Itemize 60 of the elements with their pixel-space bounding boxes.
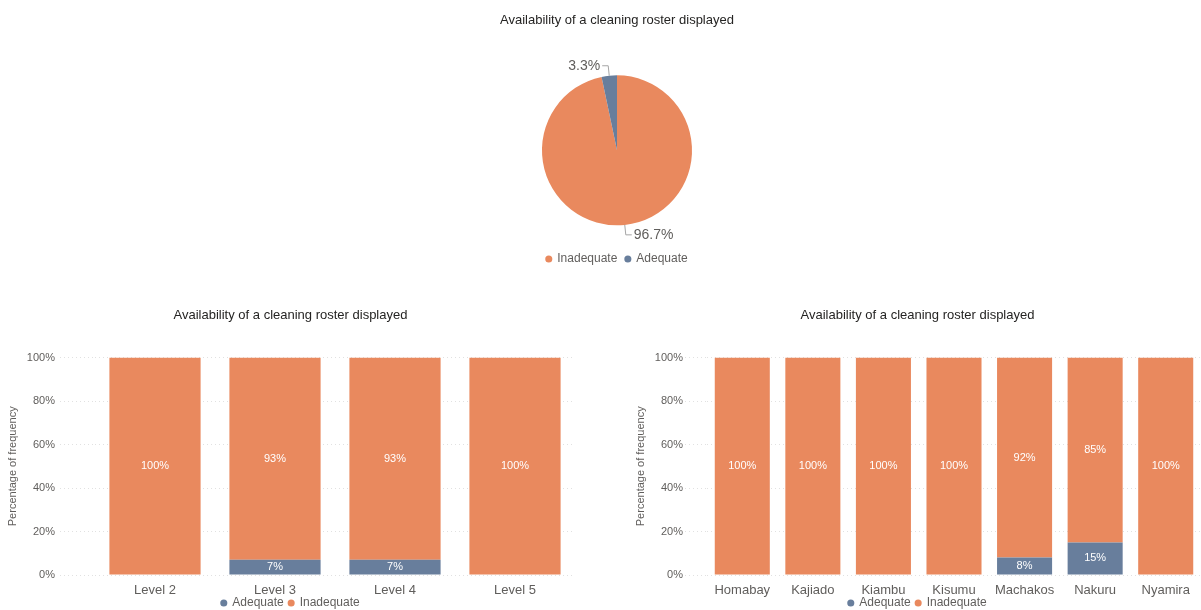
y-tick-label: 40% bbox=[32, 481, 56, 494]
bar bbox=[785, 357, 841, 575]
x-tick-label: Level 3 bbox=[254, 582, 296, 598]
legend-label: Inadequate bbox=[299, 595, 361, 610]
x-tick-label: Machakos bbox=[994, 582, 1055, 598]
data-label: 100% bbox=[798, 459, 828, 472]
legend-label: Adequate bbox=[859, 595, 911, 610]
data-label: 7% bbox=[387, 560, 404, 573]
y-axis-title: Percentage of frequency bbox=[633, 405, 646, 527]
legend-label: Adequate bbox=[636, 251, 689, 266]
bar bbox=[997, 357, 1053, 558]
data-label: 100% bbox=[939, 459, 969, 472]
x-tick-label: Kisumu bbox=[932, 582, 976, 598]
data-label: 8% bbox=[1016, 559, 1033, 572]
data-label: 100% bbox=[140, 459, 170, 472]
y-tick-label: 40% bbox=[660, 481, 684, 494]
x-tick-label: Level 4 bbox=[374, 582, 416, 598]
chart-title: Availability of a cleaning roster displayed bbox=[500, 12, 734, 28]
y-tick-label: 80% bbox=[32, 394, 56, 407]
data-label: 7% bbox=[267, 560, 284, 573]
x-tick-label: Nakuru bbox=[1074, 582, 1117, 598]
bar bbox=[1138, 357, 1194, 575]
x-tick-label: Kajiado bbox=[791, 582, 835, 598]
legend-label: Inadequate bbox=[926, 595, 988, 610]
y-tick-label: 20% bbox=[660, 524, 684, 537]
data-label: 92% bbox=[1013, 450, 1036, 463]
x-tick-label: Nyamira bbox=[1141, 582, 1191, 598]
data-label: 85% bbox=[1084, 443, 1107, 456]
x-tick-label: Kiambu bbox=[861, 582, 906, 598]
y-tick-label: 60% bbox=[32, 437, 56, 450]
data-label: 100% bbox=[869, 459, 898, 472]
data-label: 93% bbox=[383, 451, 407, 464]
data-label: 96.7% bbox=[633, 225, 674, 242]
y-tick-label: 100% bbox=[26, 350, 56, 363]
bar bbox=[1067, 357, 1123, 543]
legend-label: Inadequate bbox=[557, 251, 618, 266]
data-label: 3.3% bbox=[568, 56, 601, 73]
bar bbox=[926, 357, 982, 575]
data-label: 100% bbox=[1151, 459, 1180, 472]
bar bbox=[855, 357, 911, 575]
data-label: 100% bbox=[500, 459, 530, 472]
x-tick-label: Level 2 bbox=[134, 582, 176, 598]
y-axis-title: Percentage of frequency bbox=[5, 405, 18, 527]
y-tick-label: 60% bbox=[660, 437, 684, 450]
chart-title: Availability of a cleaning roster displayed bbox=[800, 307, 1035, 323]
data-label: 15% bbox=[1084, 551, 1107, 564]
y-tick-label: 20% bbox=[32, 524, 56, 537]
data-label: 93% bbox=[263, 451, 287, 464]
bar bbox=[997, 557, 1053, 575]
y-tick-label: 0% bbox=[667, 568, 684, 581]
y-tick-label: 0% bbox=[39, 568, 56, 581]
bar bbox=[714, 357, 770, 575]
data-label: 100% bbox=[728, 459, 757, 472]
legend-label: Adequate bbox=[232, 595, 284, 610]
y-tick-label: 80% bbox=[660, 394, 684, 407]
x-tick-label: Level 5 bbox=[494, 582, 536, 598]
chart-title: Availability of a cleaning roster displayed bbox=[173, 307, 408, 323]
x-tick-label: Homabay bbox=[714, 582, 771, 598]
y-tick-label: 100% bbox=[654, 350, 684, 363]
bar bbox=[1067, 542, 1123, 575]
